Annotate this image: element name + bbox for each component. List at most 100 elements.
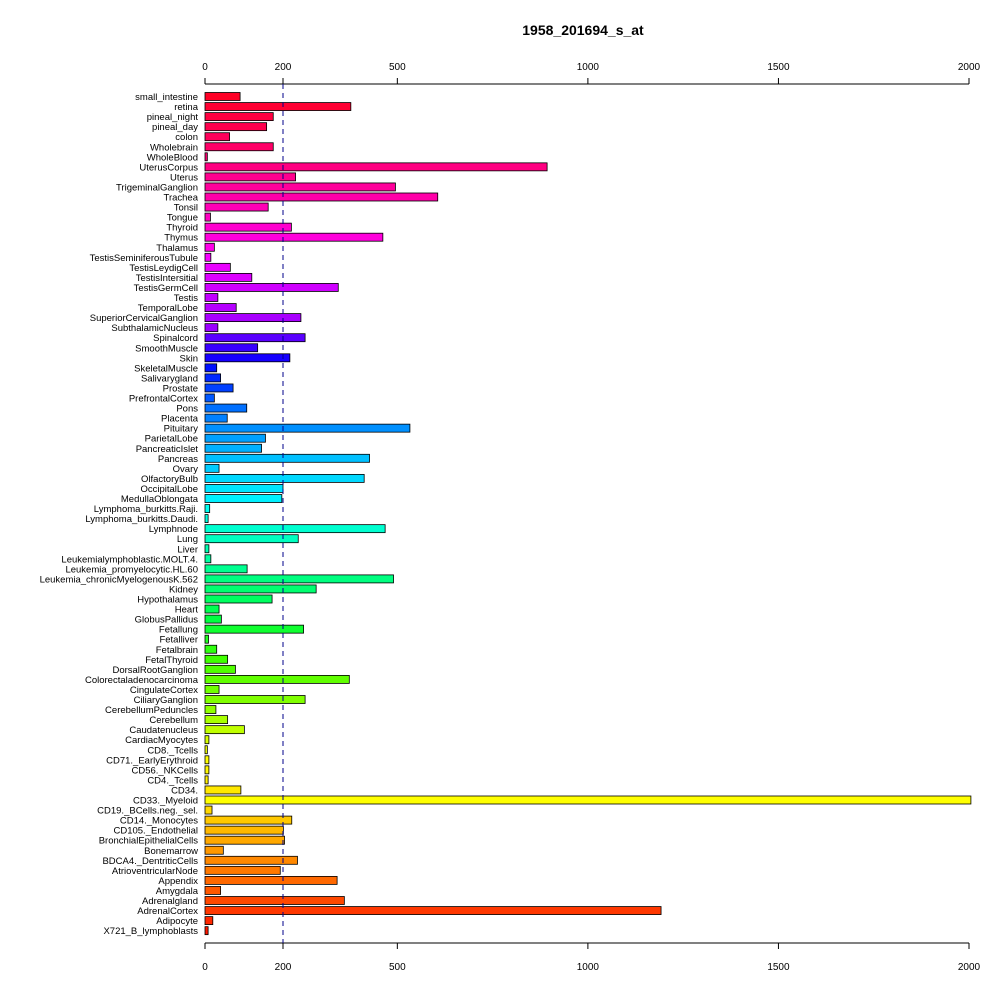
category-label: Ovary — [173, 464, 199, 475]
bar-TestisSeminiferousTubule — [204, 252, 212, 262]
tick-label: 200 — [275, 62, 292, 73]
category-label: Leukemia_promyelocytic.HL.60 — [65, 564, 198, 575]
category-label: GlobusPallidus — [135, 615, 199, 626]
category-label: CingulateCortex — [130, 685, 198, 696]
category-label: BronchialEpithelialCells — [99, 836, 199, 847]
bar-Salivarygland — [204, 373, 221, 383]
tick-label: 0 — [202, 962, 208, 973]
category-label: Thyroid — [166, 223, 198, 234]
category-label: Prostate — [163, 383, 198, 394]
category-label: Fetallung — [159, 625, 198, 636]
bar-CD105._Endothelial — [204, 825, 284, 835]
bar-Tonsil — [204, 202, 269, 212]
bar-WholeBlood — [204, 152, 208, 162]
bar-Thalamus — [204, 242, 215, 252]
category-label: BDCA4._DentriticCells — [102, 856, 198, 867]
category-label: Salivarygland — [141, 373, 198, 384]
category-label: TestisIntersitial — [136, 273, 198, 284]
tick-label: 1000 — [577, 62, 600, 73]
bar-Fetalbrain — [204, 644, 218, 654]
bar-Amygdala — [204, 886, 221, 895]
bar-Bonemarrow — [204, 845, 224, 855]
bar-Kidney — [204, 584, 317, 594]
category-label: TestisGermCell — [134, 283, 198, 294]
bar-ParietalLobe — [204, 433, 266, 443]
category-label: colon — [175, 132, 198, 143]
bar-Lung — [204, 534, 299, 544]
category-label: Lymphnode — [149, 524, 198, 535]
bar-GlobusPallidus — [204, 614, 222, 624]
tick-label: 1000 — [577, 962, 600, 973]
bar-Lymphoma_burkitts.Raji. — [204, 504, 211, 513]
bar-retina — [204, 102, 352, 111]
tick-label: 1500 — [767, 62, 790, 73]
category-label: CD8._Tcells — [147, 745, 198, 756]
category-label: Liver — [177, 544, 198, 555]
bar-TestisIntersitial — [204, 272, 253, 282]
category-label: CD4._Tcells — [147, 775, 198, 786]
bar-Thymus — [204, 232, 384, 242]
category-label: TrigeminalGanglion — [116, 182, 198, 193]
bar-CD19._BCells.neg._sel. — [204, 805, 213, 815]
category-label: TemporalLobe — [138, 303, 198, 314]
bar-Adrenalgland — [204, 896, 345, 905]
bar-CD71._EarlyErythroid — [204, 755, 210, 765]
category-label: Uterus — [170, 172, 198, 183]
category-label: PrefrontalCortex — [129, 394, 198, 405]
category-label: Cerebellum — [149, 715, 198, 726]
bar-Leukemia_chronicMyelogenousK.562 — [204, 574, 394, 584]
tick-label: 0 — [202, 62, 208, 73]
category-label: Lung — [177, 534, 198, 545]
tick-label: 500 — [389, 962, 406, 973]
category-label: Pituitary — [164, 424, 199, 435]
category-labels: small_intestineretinapineal_nightpineal_… — [40, 92, 199, 937]
bar-TemporalLobe — [204, 303, 237, 312]
category-label: PancreaticIslet — [136, 444, 199, 455]
bar-Spinalcord — [204, 333, 306, 343]
category-label: UterusCorpus — [139, 162, 198, 173]
bar-Lymphoma_burkitts.Daudi. — [204, 514, 209, 523]
category-label: CD33._Myeloid — [133, 796, 198, 807]
bar-CD4._Tcells — [204, 775, 209, 785]
category-label: retina — [174, 102, 198, 113]
category-label: OlfactoryBulb — [141, 474, 198, 485]
category-label: CardiacMyocytes — [125, 735, 198, 746]
bar-Wholebrain — [204, 142, 274, 152]
bottom-axis: 0 200 500 1000 1500 2000 — [202, 942, 981, 973]
bar-Adipocyte — [204, 916, 214, 925]
tick-label: 500 — [389, 62, 406, 73]
bar-Colorectaladenocarcinoma — [204, 675, 350, 684]
category-label: Bonemarrow — [144, 846, 198, 857]
bar-CiliaryGanglion — [204, 695, 306, 704]
bar-OccipitalLobe — [204, 484, 284, 493]
category-label: Lymphoma_burkitts.Daudi. — [85, 514, 198, 525]
bar-SkeletalMuscle — [204, 363, 218, 373]
bar-Lymphnode — [204, 524, 386, 534]
bar-CardiacMyocytes — [204, 735, 210, 745]
bar-Cerebellum — [204, 715, 229, 724]
bar-Liver — [204, 544, 210, 554]
category-label: Tonsil — [174, 203, 198, 214]
bar-PancreaticIslet — [204, 443, 262, 453]
category-label: WholeBlood — [147, 152, 198, 163]
bar-pineal_night — [204, 112, 274, 121]
category-label: CD19._BCells.neg._sel. — [97, 806, 198, 817]
category-label: Appendix — [158, 876, 198, 887]
category-label: AtrioventricularNode — [112, 866, 198, 877]
bar-Ovary — [204, 463, 220, 473]
category-label: Spinalcord — [153, 333, 198, 344]
bar-CD56._NKCells — [204, 765, 210, 775]
bar-TrigeminalGanglion — [204, 182, 396, 192]
bar-CD33._Myeloid — [204, 795, 972, 805]
bar-Heart — [204, 604, 220, 614]
category-label: FetalThyroid — [145, 655, 198, 666]
category-label: TestisSeminiferousTubule — [90, 253, 198, 264]
bar-pineal_day — [204, 122, 268, 132]
bar-Hypothalamus — [204, 594, 273, 604]
bar-TestisLeydigCell — [204, 262, 231, 272]
category-label: Thymus — [164, 233, 198, 244]
chart-title: 1958_201694_s_at — [522, 22, 644, 38]
category-label: AdrenalCortex — [137, 906, 198, 917]
category-label: SmoothMuscle — [135, 343, 198, 354]
